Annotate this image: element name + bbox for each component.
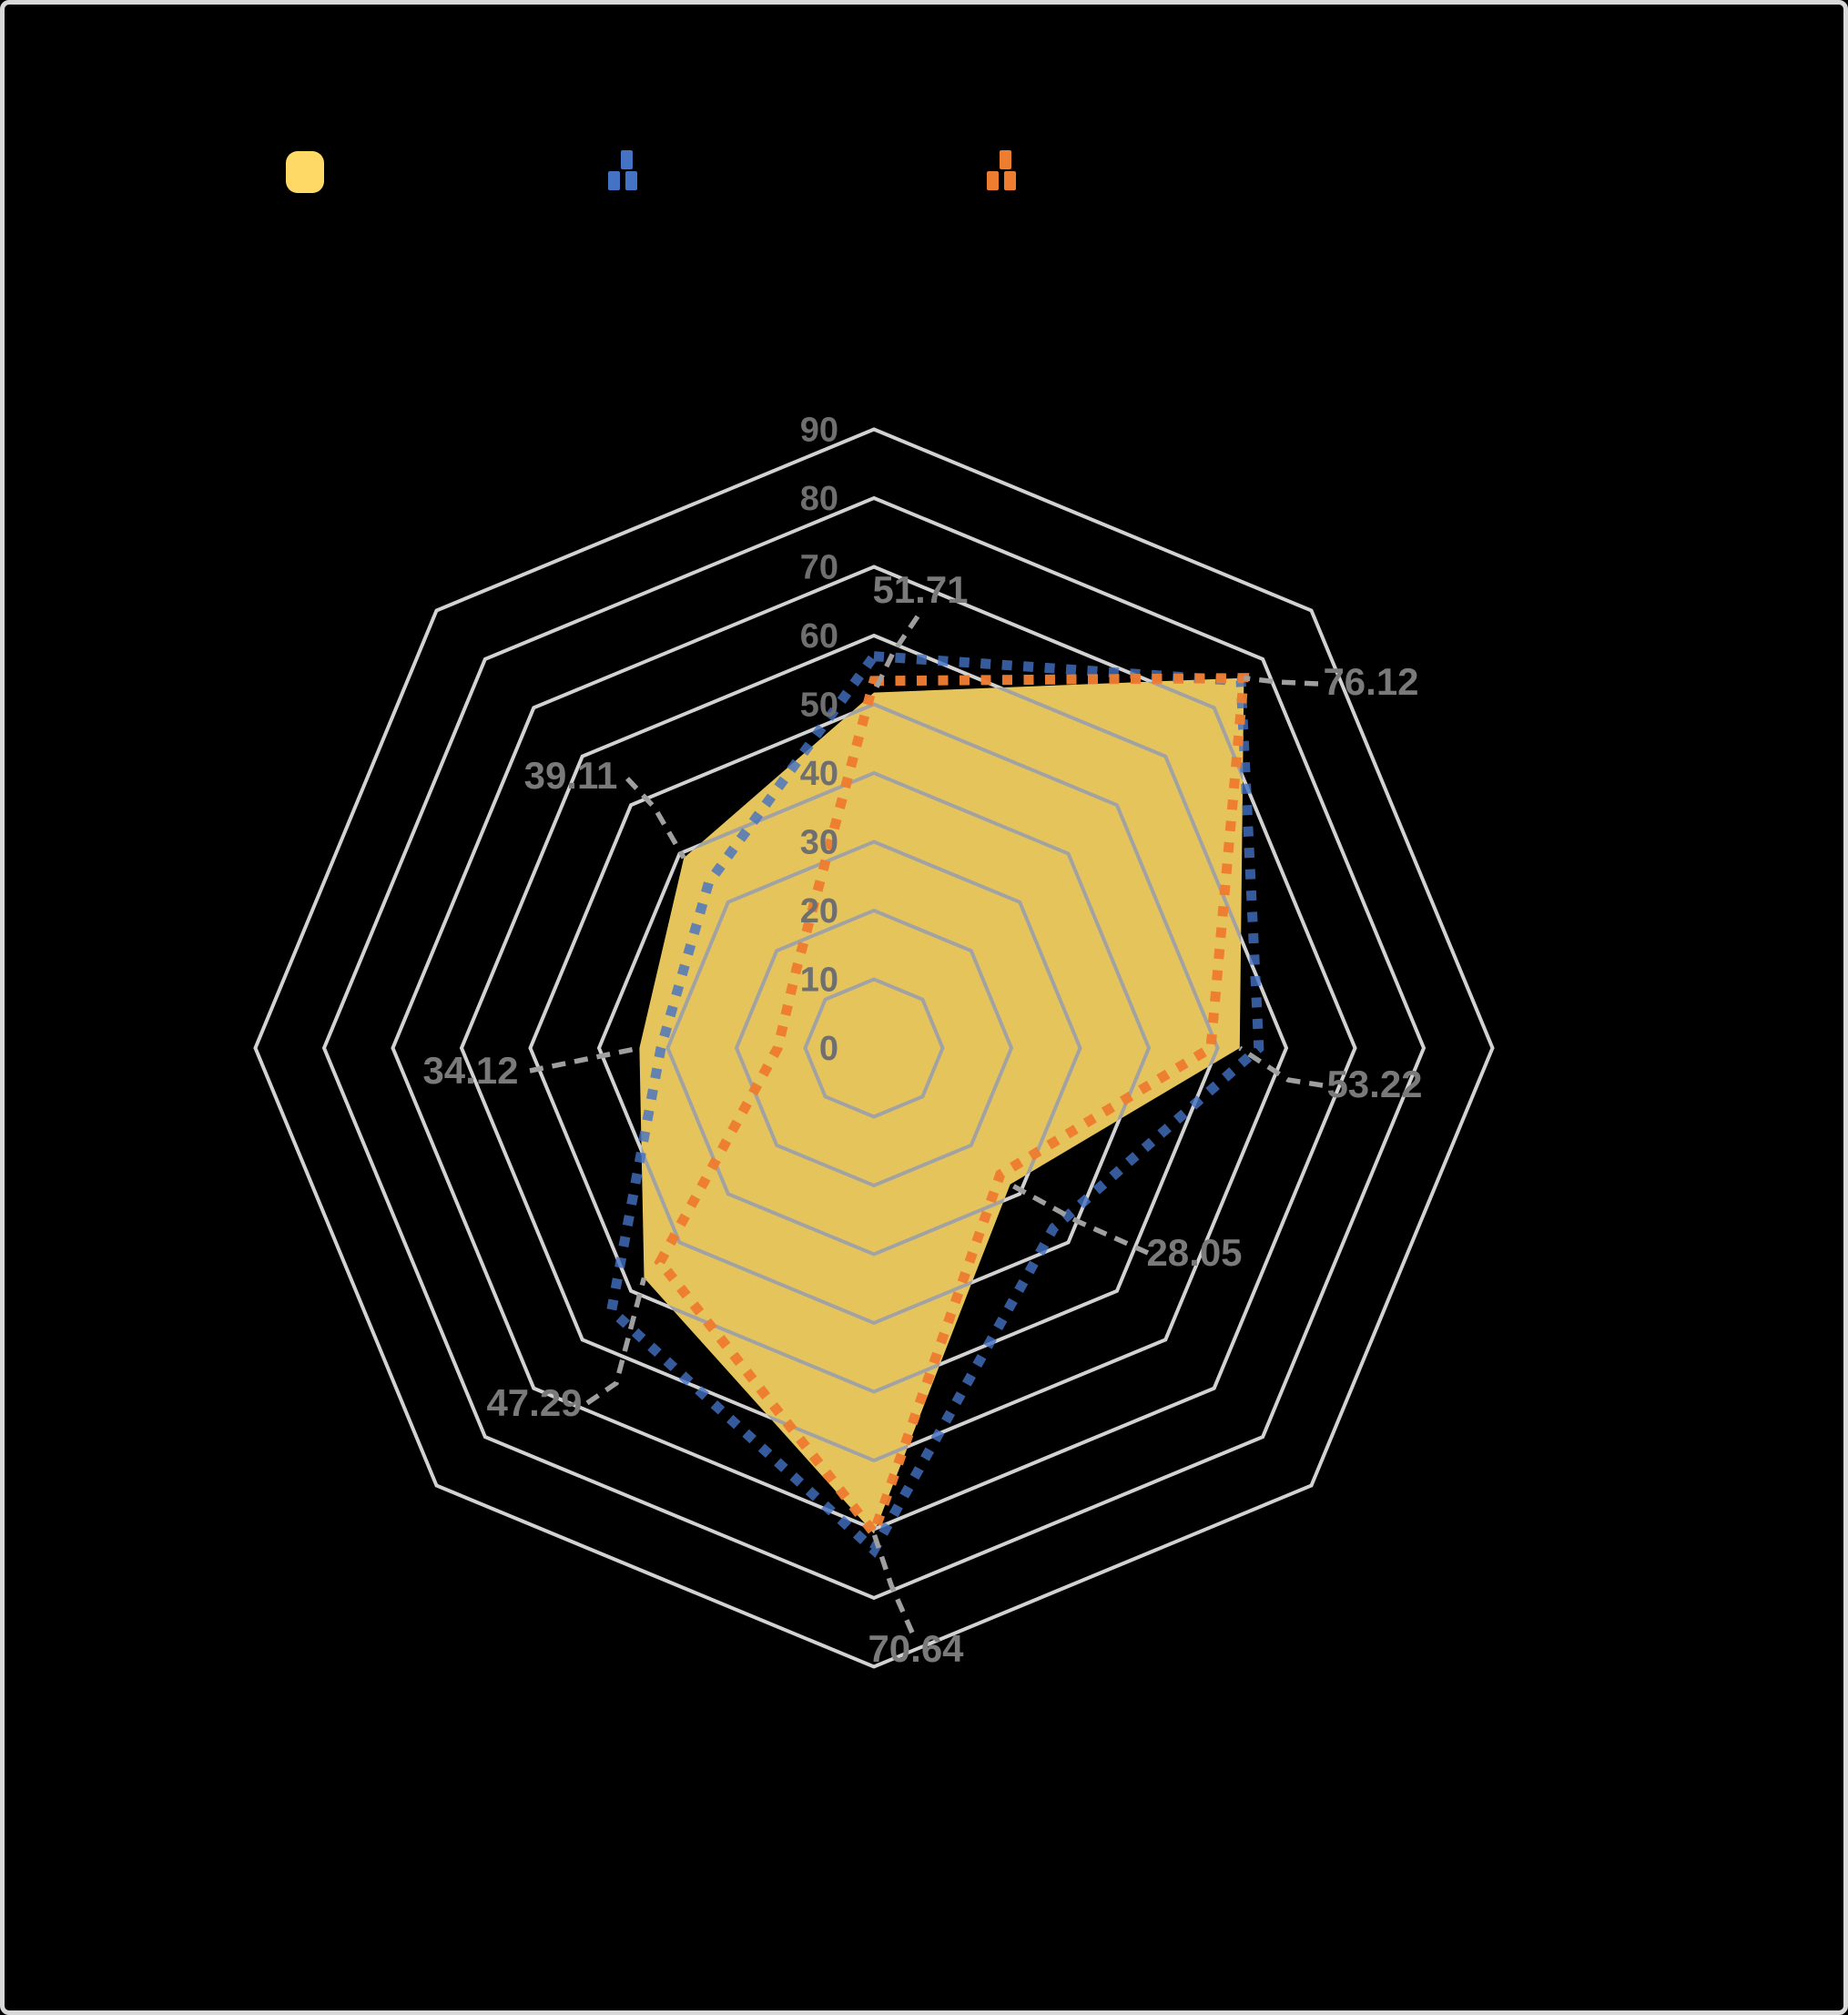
grid-ring xyxy=(665,840,1082,1257)
series-filled-area xyxy=(639,677,1244,1534)
legend-item-blue-dashed-series xyxy=(608,150,637,190)
grid-ring xyxy=(321,495,1427,1601)
legend-item-orange-dashed-series xyxy=(987,150,1016,190)
radial-tick-label: 60 xyxy=(800,617,838,656)
radial-tick-label: 10 xyxy=(800,962,838,1000)
grid-ring xyxy=(253,427,1495,1669)
series-blue-dashed xyxy=(605,651,1264,1558)
radial-tick-labels: 90 80 70 60 50 40 30 20 10 0 xyxy=(800,412,838,1069)
legend-filled-square-icon xyxy=(286,151,324,193)
radial-tick-label: 70 xyxy=(800,549,838,587)
legend-item-filled-area-series xyxy=(286,151,324,193)
data-label: 39.11 xyxy=(524,754,618,797)
radial-tick-label: 40 xyxy=(800,755,838,793)
legend-dash-sample-icon xyxy=(1000,150,1011,169)
grid-ring xyxy=(596,770,1152,1326)
data-label: 76.12 xyxy=(1323,660,1418,703)
grid-ring xyxy=(528,702,1220,1394)
grid-ring xyxy=(803,977,945,1119)
radial-tick-label: 20 xyxy=(800,892,838,931)
leader-line xyxy=(585,1277,647,1406)
grid-ring xyxy=(734,908,1014,1188)
leader-line xyxy=(1009,1182,1150,1256)
data-labels: 51.71 76.12 53.22 28.05 70.64 47.29 34.12 39.11 xyxy=(422,568,1422,1670)
legend-dash-sample-icon xyxy=(1004,171,1016,190)
data-label: 28.05 xyxy=(1146,1231,1242,1274)
radar-chart-svg: 51.71 76.12 53.22 28.05 70.64 47.29 34.12 39.11… xyxy=(253,150,1495,1670)
data-label: 51.71 xyxy=(872,568,968,611)
data-label: 53.22 xyxy=(1326,1063,1422,1105)
radial-tick-label: 80 xyxy=(800,480,838,518)
leader-line xyxy=(871,1532,915,1634)
leader-line xyxy=(529,1045,640,1074)
leader-line xyxy=(1244,675,1319,687)
leader-line xyxy=(871,615,920,694)
radial-tick-label: 90 xyxy=(800,412,838,450)
legend xyxy=(286,150,1016,193)
radial-tick-label: 30 xyxy=(800,824,838,862)
legend-dash-sample-icon xyxy=(621,150,633,169)
series-orange-dashed xyxy=(654,673,1250,1543)
radial-tick-label: 0 xyxy=(819,1030,838,1068)
data-label: 34.12 xyxy=(422,1049,518,1092)
legend-dash-sample-icon xyxy=(625,171,637,190)
leader-line xyxy=(624,777,686,860)
legend-dash-sample-icon xyxy=(608,171,620,190)
radial-tick-label: 50 xyxy=(800,687,838,725)
grid-ring xyxy=(459,633,1289,1463)
data-label: 70.64 xyxy=(868,1627,964,1670)
leader-line xyxy=(1238,1045,1324,1088)
legend-dash-sample-icon xyxy=(987,171,999,190)
data-label: 47.29 xyxy=(486,1381,582,1424)
leader-lines xyxy=(529,615,1324,1634)
